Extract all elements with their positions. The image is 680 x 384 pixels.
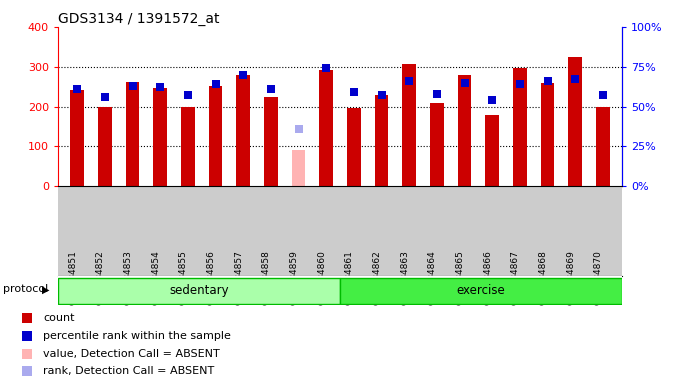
Bar (264, 97, 277, 186)
Point (21, 368, 32, 374)
Bar (98, 107, 112, 186)
Bar (596, 108, 610, 186)
Point (376, 92, 387, 98)
Point (21, 351, 32, 357)
Point (127, 83, 138, 89)
Bar (375, 95, 388, 186)
Text: value, Detection Call = ABSENT: value, Detection Call = ABSENT (43, 349, 220, 359)
Bar (513, 68, 527, 186)
Bar (541, 83, 554, 186)
Point (570, 76, 581, 83)
Point (431, 91, 442, 97)
Point (21, 315, 32, 321)
Point (459, 79, 470, 86)
Point (404, 78, 415, 84)
Text: GDS3134 / 1391572_at: GDS3134 / 1391572_at (58, 12, 219, 26)
Bar (403, 63, 416, 186)
Text: count: count (43, 313, 75, 323)
Bar (153, 88, 167, 186)
Bar (70, 90, 84, 186)
Point (542, 78, 553, 84)
Bar (209, 86, 222, 186)
Bar (236, 74, 250, 186)
Bar (347, 108, 361, 186)
Point (210, 81, 221, 87)
Text: ▶: ▶ (42, 285, 50, 295)
Bar (181, 108, 194, 186)
Bar (458, 74, 471, 186)
Bar (292, 151, 305, 186)
Point (71, 86, 82, 92)
Text: exercise: exercise (457, 284, 505, 297)
Point (348, 89, 359, 95)
Bar (430, 103, 444, 186)
Point (155, 84, 166, 91)
Point (99, 94, 110, 100)
Text: percentile rank within the sample: percentile rank within the sample (43, 331, 231, 341)
FancyBboxPatch shape (340, 278, 622, 304)
Point (321, 65, 332, 71)
Point (487, 97, 498, 103)
Text: sedentary: sedentary (169, 284, 228, 297)
Point (238, 71, 249, 78)
Point (514, 81, 525, 87)
Bar (486, 115, 499, 186)
Point (598, 92, 609, 98)
Point (293, 126, 304, 132)
Point (265, 86, 276, 92)
Bar (126, 82, 139, 186)
Point (182, 92, 193, 98)
FancyBboxPatch shape (58, 278, 340, 304)
Text: protocol: protocol (3, 285, 49, 295)
Text: rank, Detection Call = ABSENT: rank, Detection Call = ABSENT (43, 366, 214, 376)
Bar (568, 57, 582, 186)
Bar (319, 70, 333, 186)
Point (21, 333, 32, 339)
